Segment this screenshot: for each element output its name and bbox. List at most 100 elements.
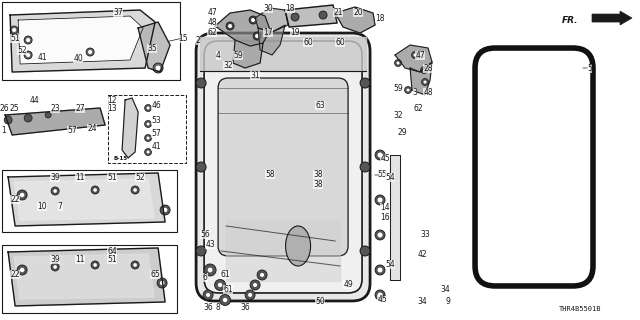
- Text: 23: 23: [51, 103, 60, 113]
- Text: 39: 39: [51, 255, 60, 264]
- Text: 22: 22: [10, 270, 20, 279]
- Text: 15: 15: [179, 34, 188, 43]
- Text: 43: 43: [205, 241, 215, 250]
- Circle shape: [51, 263, 59, 271]
- Circle shape: [378, 197, 383, 203]
- Circle shape: [375, 195, 385, 205]
- Circle shape: [394, 60, 401, 67]
- Circle shape: [147, 123, 150, 125]
- Circle shape: [214, 279, 225, 291]
- Polygon shape: [8, 173, 165, 226]
- Circle shape: [257, 270, 267, 280]
- Text: 11: 11: [76, 173, 85, 182]
- Circle shape: [251, 18, 255, 22]
- Circle shape: [160, 281, 164, 285]
- Text: 62: 62: [413, 103, 423, 113]
- Text: 53: 53: [151, 116, 161, 124]
- Text: 8: 8: [216, 303, 220, 312]
- Text: 33: 33: [420, 230, 430, 239]
- Bar: [2, 170, 177, 232]
- Circle shape: [375, 230, 385, 240]
- Circle shape: [153, 63, 163, 73]
- Circle shape: [93, 188, 97, 192]
- Text: THR4B5501B: THR4B5501B: [559, 306, 601, 312]
- Text: 28: 28: [423, 63, 433, 73]
- Circle shape: [226, 22, 234, 30]
- Polygon shape: [138, 22, 170, 72]
- Circle shape: [145, 121, 152, 127]
- Circle shape: [145, 148, 152, 156]
- Text: 63: 63: [315, 100, 325, 109]
- Text: 9: 9: [445, 298, 451, 307]
- Circle shape: [413, 53, 417, 57]
- Circle shape: [131, 261, 139, 269]
- Bar: [2, 245, 177, 313]
- Polygon shape: [226, 221, 340, 281]
- Circle shape: [253, 283, 257, 287]
- Text: 34: 34: [417, 298, 427, 307]
- Text: 35: 35: [147, 44, 157, 52]
- Circle shape: [422, 68, 426, 71]
- Text: 40: 40: [73, 53, 83, 62]
- Text: 36: 36: [240, 303, 250, 312]
- Text: 32: 32: [223, 60, 233, 69]
- Bar: [2, 2, 180, 80]
- Circle shape: [26, 53, 30, 57]
- Circle shape: [196, 162, 206, 172]
- Circle shape: [375, 265, 385, 275]
- Text: 42: 42: [417, 251, 427, 260]
- Circle shape: [196, 78, 206, 88]
- Circle shape: [133, 188, 137, 192]
- Circle shape: [220, 294, 230, 306]
- Circle shape: [420, 67, 428, 74]
- Polygon shape: [233, 40, 263, 68]
- Text: 60: 60: [303, 37, 313, 46]
- Text: 18: 18: [285, 4, 295, 12]
- Polygon shape: [258, 25, 285, 55]
- Polygon shape: [8, 248, 165, 306]
- Bar: [108, 95, 186, 163]
- Circle shape: [260, 273, 264, 277]
- Text: 65: 65: [150, 270, 160, 279]
- Text: 14: 14: [380, 204, 390, 212]
- Polygon shape: [14, 254, 154, 299]
- Text: 44: 44: [29, 95, 39, 105]
- Text: 25: 25: [10, 103, 19, 113]
- Polygon shape: [410, 62, 432, 95]
- Polygon shape: [10, 10, 155, 72]
- Text: 32: 32: [393, 110, 403, 119]
- Text: 51: 51: [108, 173, 117, 182]
- Circle shape: [91, 186, 99, 194]
- Text: 64: 64: [108, 247, 117, 257]
- Circle shape: [422, 78, 429, 85]
- Polygon shape: [5, 108, 105, 135]
- Text: 59: 59: [393, 84, 403, 92]
- Circle shape: [24, 114, 32, 122]
- Polygon shape: [285, 5, 337, 27]
- Ellipse shape: [285, 226, 310, 266]
- Circle shape: [204, 264, 216, 276]
- Circle shape: [10, 26, 18, 34]
- Circle shape: [375, 150, 385, 160]
- Circle shape: [360, 162, 370, 172]
- Text: 47: 47: [207, 8, 217, 17]
- Text: 52: 52: [135, 173, 145, 182]
- Text: 62: 62: [207, 28, 217, 36]
- Circle shape: [163, 208, 167, 212]
- Text: 52: 52: [17, 45, 27, 54]
- Circle shape: [253, 32, 261, 40]
- Polygon shape: [18, 16, 143, 64]
- Text: 48: 48: [207, 18, 217, 27]
- Polygon shape: [255, 8, 288, 32]
- Text: 29: 29: [397, 127, 407, 137]
- Text: 38: 38: [313, 180, 323, 189]
- Circle shape: [378, 292, 383, 298]
- Text: 17: 17: [263, 28, 273, 36]
- Circle shape: [93, 263, 97, 267]
- Circle shape: [424, 81, 426, 84]
- Text: 56: 56: [200, 230, 210, 239]
- Text: 16: 16: [380, 213, 390, 222]
- Circle shape: [17, 265, 27, 275]
- Text: 4: 4: [216, 51, 221, 60]
- Polygon shape: [200, 37, 366, 71]
